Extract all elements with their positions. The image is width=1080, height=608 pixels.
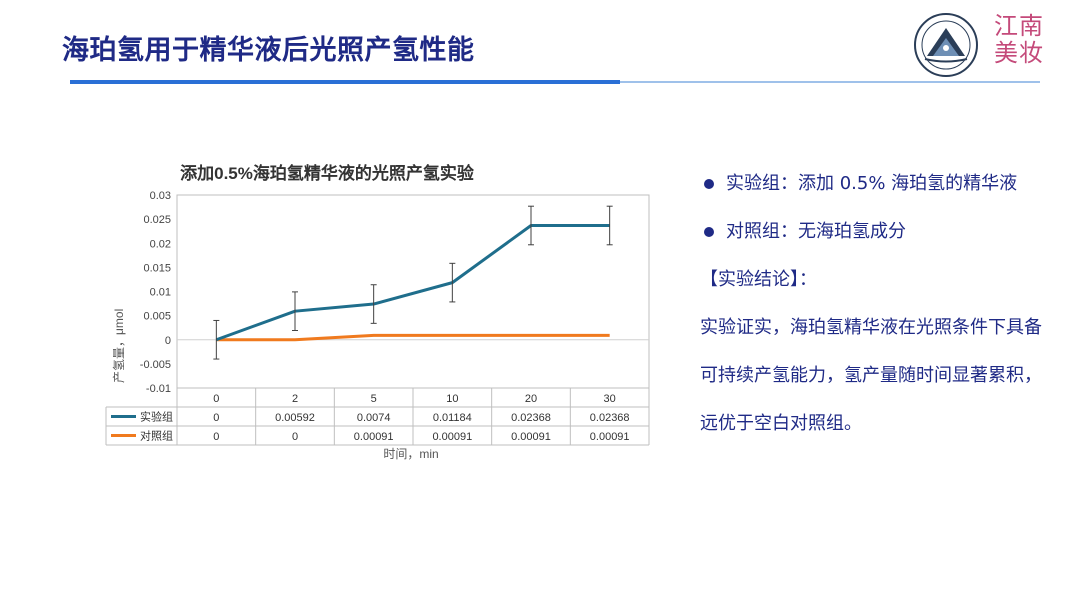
x-tick-label: 5 <box>371 393 377 405</box>
series-line <box>216 333 610 342</box>
y-tick-label: 0.01 <box>150 287 171 299</box>
y-tick-label: -0.01 <box>146 383 171 395</box>
data-label: 0 <box>213 431 219 443</box>
data-label: 0 <box>213 412 219 424</box>
y-axis-label: 产氢量，μmol <box>111 309 126 383</box>
data-label: 0.00592 <box>275 412 315 424</box>
x-tick-label: 10 <box>446 393 458 405</box>
legend-entry: 实验组 <box>140 410 173 424</box>
x-tick-label: 30 <box>604 393 616 405</box>
data-label: 0.02368 <box>511 412 551 424</box>
legend-entry: 对照组 <box>140 429 173 443</box>
data-label: 0.00091 <box>590 431 630 443</box>
data-label: 0.00091 <box>354 431 394 443</box>
hydrogen-chart: 添加0.5%海珀氢精华液的光照产氢实验 产氢量，μmol 时间，min 0.03… <box>105 163 650 461</box>
x-tick-label: 0 <box>213 393 219 405</box>
brand-line1: 江南 <box>994 12 1044 40</box>
bullet-control: 对照组：无海珀氢成分 <box>700 208 1045 256</box>
data-label: 0.00091 <box>432 431 472 443</box>
y-tick-label: 0.025 <box>143 214 171 226</box>
y-tick-label: 0.005 <box>143 311 171 323</box>
x-tick-label: 20 <box>525 393 537 405</box>
conclusion-text: 实验证实，海珀氢精华液在光照条件下具备可持续产氢能力，氢产量随时间显著累积，远优… <box>700 317 1042 434</box>
bullet-panel: 实验组：添加 0.5% 海珀氢的精华液 对照组：无海珀氢成分 【实验结论】： 实… <box>700 160 1045 448</box>
x-axis-label: 时间，min <box>383 447 438 461</box>
chart-title: 添加0.5%海珀氢精华液的光照产氢实验 <box>180 163 475 183</box>
slide-title: 海珀氢用于精华液后光照产氢性能 <box>62 35 475 66</box>
conclusion-title: 【实验结论】： <box>700 269 817 290</box>
bullet-dot-icon <box>704 179 714 189</box>
y-tick-label: 0 <box>165 335 171 347</box>
y-tick-label: 0.03 <box>150 190 171 202</box>
data-label: 0 <box>292 431 298 443</box>
bullet-dot-icon <box>704 227 714 237</box>
title-accent-bar <box>70 80 620 84</box>
data-label: 0.0074 <box>357 412 391 424</box>
bullet-experimental-text: 实验组：添加 0.5% 海珀氢的精华液 <box>726 173 1018 194</box>
x-tick-label: 2 <box>292 393 298 405</box>
brand-line2: 美妆 <box>994 39 1044 67</box>
series-line <box>215 223 610 342</box>
bullet-control-text: 对照组：无海珀氢成分 <box>726 221 906 242</box>
university-emblem-icon <box>914 13 978 77</box>
data-label: 0.00091 <box>511 431 551 443</box>
title-divider-line <box>620 81 1040 83</box>
y-tick-label: 0.02 <box>150 238 171 250</box>
data-label: 0.01184 <box>433 412 472 424</box>
bullet-experimental: 实验组：添加 0.5% 海珀氢的精华液 <box>700 160 1045 208</box>
plot-area <box>176 194 650 389</box>
y-tick-label: 0.015 <box>143 262 171 274</box>
y-tick-label: -0.005 <box>140 359 171 371</box>
brand-logo: 江南 美妆 <box>994 13 1044 67</box>
data-label: 0.02368 <box>590 412 630 424</box>
